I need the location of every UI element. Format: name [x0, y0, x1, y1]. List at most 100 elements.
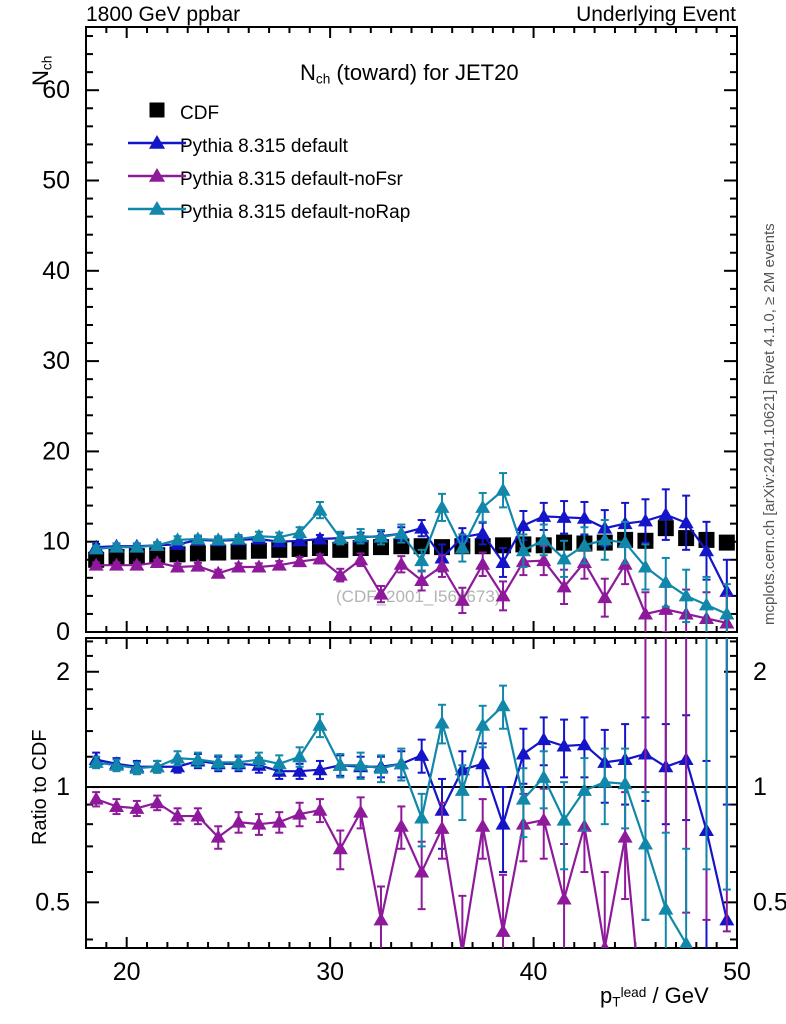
- series-cdf-point: [495, 537, 512, 554]
- ratio-series-nofsr-point: [271, 814, 287, 828]
- ratio-series-norap-point: [231, 754, 247, 768]
- ratio-series-norap-point: [190, 752, 206, 766]
- legend-marker-cdf: [149, 102, 165, 118]
- series-norap-point: [454, 540, 470, 554]
- ratio-series-norap-point: [353, 757, 369, 771]
- series-norap-point: [373, 529, 389, 543]
- series-cdf: [88, 520, 735, 568]
- ratio-series-norap-point: [434, 715, 450, 729]
- plot-title-main: N: [300, 60, 316, 85]
- ratio-series-nofsr-point: [495, 923, 511, 937]
- ratio-series-norap-point: [149, 759, 165, 773]
- ratio-series-default-line: [95, 738, 728, 921]
- ratio-series-norap-point: [454, 782, 470, 796]
- x-tick-label: 20: [113, 958, 141, 986]
- series-default-point: [658, 507, 674, 521]
- series-nofsr-point: [210, 565, 226, 579]
- series-norap-point: [393, 526, 409, 540]
- ratio-series-nofsr-point: [393, 818, 409, 832]
- ratio-series-norap-point: [658, 901, 674, 915]
- series-norap-point: [312, 502, 328, 516]
- series-norap-point: [719, 606, 735, 620]
- series-norap-point: [353, 528, 369, 542]
- ratio-series-default-point: [576, 737, 592, 751]
- ratio-series-norap-point: [576, 782, 592, 796]
- ratio-series-nofsr-point: [210, 829, 226, 843]
- series-norap-point: [292, 525, 308, 539]
- ratio-series-norap-point: [556, 812, 572, 826]
- series-default-point: [536, 508, 552, 522]
- series-norap-point: [109, 539, 125, 553]
- header-left: 1800 GeV ppbar: [86, 3, 241, 26]
- legend-marker-nofsr: [148, 167, 166, 182]
- x-axis-title-sub: T: [612, 994, 621, 1010]
- ratio-series-nofsr-point: [536, 812, 552, 826]
- series-cdf-point: [718, 534, 735, 551]
- series-nofsr-point: [353, 552, 369, 566]
- series-nofsr-point: [536, 553, 552, 567]
- series-norap-point: [414, 553, 430, 567]
- series-cdf-point: [210, 544, 227, 561]
- ratio-series-nofsr-point: [414, 864, 430, 878]
- series-cdf-point: [332, 541, 349, 558]
- series-nofsr-point: [475, 556, 491, 570]
- ratio-series-nofsr-point: [434, 820, 450, 834]
- series-nofsr-point: [271, 557, 287, 571]
- x-axis-title-sup: lead: [620, 984, 647, 1000]
- series-nofsr-point: [637, 606, 653, 620]
- series-nofsr-point: [129, 557, 145, 571]
- series-default-point: [495, 554, 511, 568]
- series-norap-point: [231, 531, 247, 545]
- series-nofsr-point: [88, 557, 104, 571]
- series-nofsr-point: [312, 551, 328, 565]
- ratio-tick-label: 2: [56, 658, 70, 686]
- legend-item-cdf-label: CDF: [180, 103, 220, 124]
- ratio-series-norap-point: [210, 754, 226, 768]
- series-norap-point: [617, 535, 633, 549]
- series-norap-point: [475, 499, 491, 513]
- ratio-series-norap-point: [251, 752, 267, 766]
- plot-title-sub: ch: [315, 71, 331, 87]
- series-norap-point: [129, 539, 145, 553]
- series-nofsr-point: [190, 558, 206, 572]
- series-nofsr-point: [597, 590, 613, 604]
- series-nofsr-point: [231, 559, 247, 573]
- ratio-tick-label-right: 1: [753, 773, 767, 801]
- ratio-series-default-point: [475, 756, 491, 770]
- ratio-series-nofsr-point: [556, 891, 572, 905]
- y-tick-label: 20: [42, 437, 70, 465]
- ratio-series-norap-point: [637, 836, 653, 850]
- ratio-series-nofsr-point: [373, 912, 389, 926]
- series-norap-point: [149, 537, 165, 551]
- ratio-series-norap-point: [271, 756, 287, 770]
- series-default-point: [515, 517, 531, 531]
- ratio-series-nofsr-point: [475, 818, 491, 832]
- ratio-series-norap-point: [292, 749, 308, 763]
- series-default-point: [414, 520, 430, 534]
- ratio-series-default-point: [495, 816, 511, 830]
- ratio-series-default-point: [414, 747, 430, 761]
- series-cdf-point: [230, 543, 247, 560]
- ratio-series-nofsr-point: [617, 829, 633, 843]
- series-cdf-point: [189, 545, 206, 562]
- series-default-point: [678, 515, 694, 529]
- series-cdf-point: [372, 539, 389, 556]
- series-default-point: [475, 526, 491, 540]
- series-default-point: [698, 543, 714, 557]
- series-norap-point: [556, 551, 572, 565]
- legend-item-nofsr-label: Pythia 8.315 default-noFsr: [180, 169, 403, 190]
- series-norap-point: [332, 530, 348, 544]
- ratio-series-norap-point: [88, 754, 104, 768]
- y-tick-label: 40: [42, 257, 70, 285]
- y-tick-label: 0: [56, 618, 70, 646]
- series-nofsr-point: [170, 559, 186, 573]
- ratio-tick-label-right: 2: [753, 658, 767, 686]
- ratio-series-norap-point: [515, 791, 531, 805]
- series-norap-point: [515, 543, 531, 557]
- ratio-series-norap-line: [96, 703, 690, 948]
- ratio-series-norap-point: [373, 760, 389, 774]
- ratio-series-default-point: [556, 738, 572, 752]
- ratio-series-norap-point: [170, 750, 186, 764]
- ratio-series-default-point: [536, 732, 552, 746]
- header-right: Underlying Event: [576, 3, 736, 26]
